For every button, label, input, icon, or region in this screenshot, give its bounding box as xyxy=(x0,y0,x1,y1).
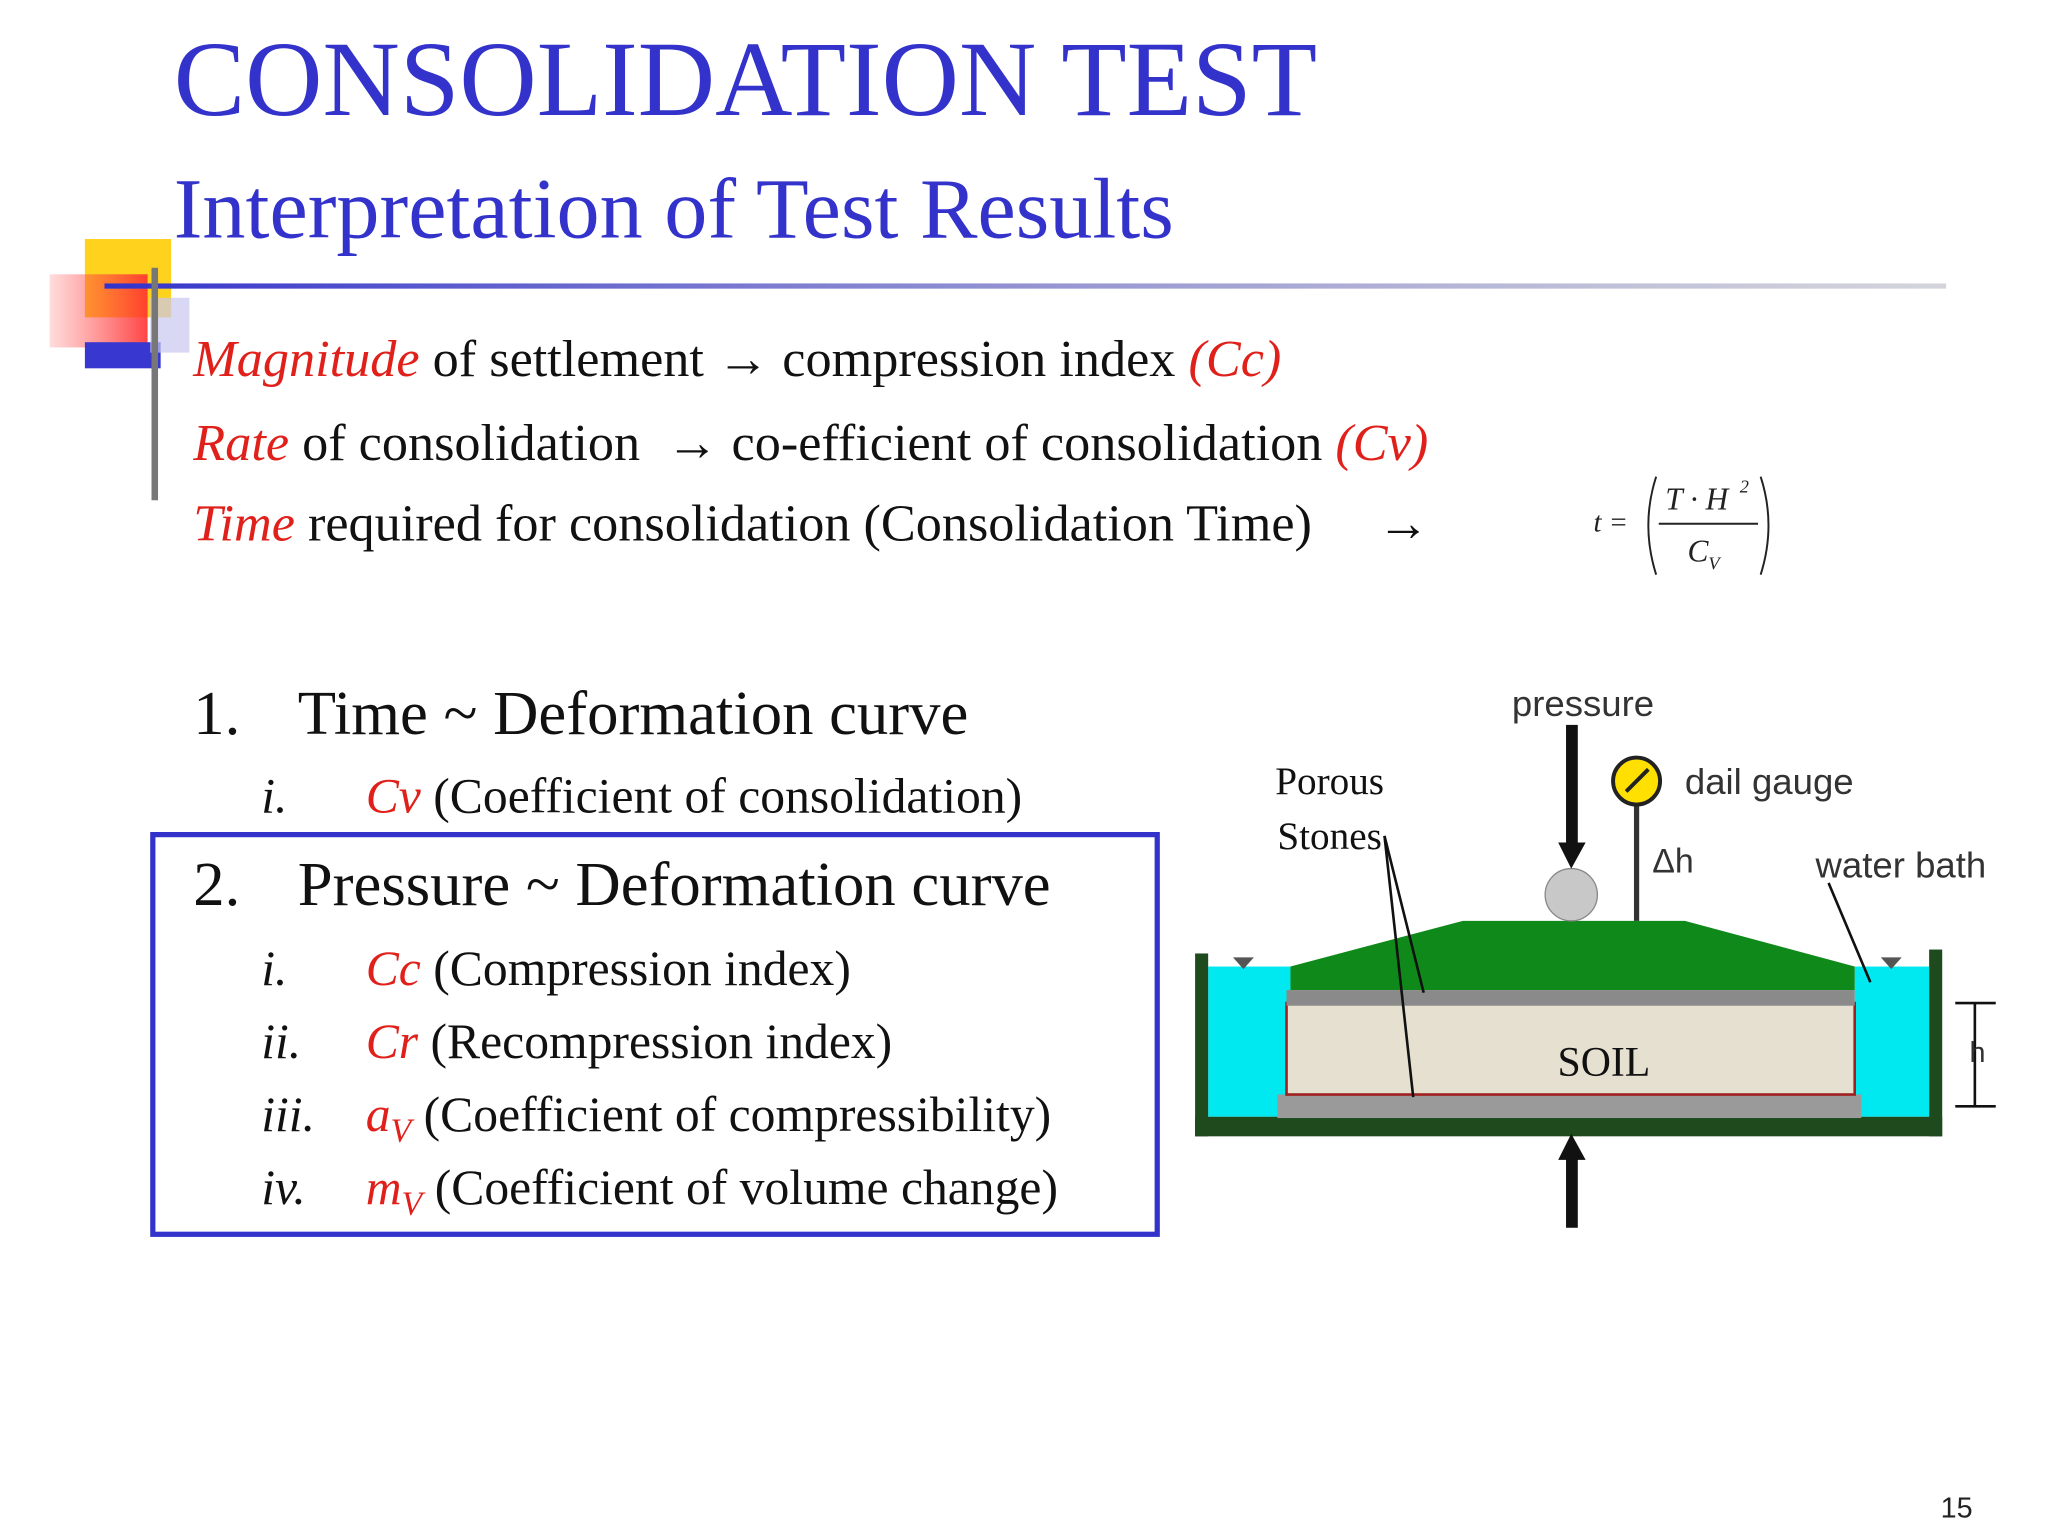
label: Δh xyxy=(1652,842,1694,880)
water-level xyxy=(1232,957,1254,970)
leader-line xyxy=(1827,882,1872,983)
pressure-arrow xyxy=(1566,724,1578,849)
bullet: Time required for consolidation (Consoli… xyxy=(193,495,1429,553)
bullets: Magnitude of settlement → compression in… xyxy=(192,330,1429,553)
symbol: a xyxy=(366,1087,391,1142)
sections: 1. Time ~ Deformation curve i. Cv (Coeff… xyxy=(193,678,1058,1223)
water xyxy=(1854,966,1930,1117)
bullet: Rate of consolidation → co-efficient of … xyxy=(192,414,1428,472)
symbol: Cr xyxy=(366,1014,419,1069)
tank-wall xyxy=(1195,953,1209,1137)
ball xyxy=(1544,867,1599,922)
section-title: Time ~ Deformation curve xyxy=(298,678,969,748)
formula: t = T · H 2 CV xyxy=(1593,476,1770,575)
term: Magnitude xyxy=(192,330,419,388)
numeral: ii. xyxy=(261,1014,301,1069)
symbol: (Cv) xyxy=(1335,414,1428,472)
arrowhead xyxy=(1558,842,1586,869)
numeral: i. xyxy=(261,768,287,823)
label: water bath xyxy=(1815,845,1987,886)
loading-cap xyxy=(1290,920,1855,991)
symbol: Cv xyxy=(366,768,422,823)
porous-stone-top xyxy=(1286,990,1855,1006)
item: Cv (Coefficient of consolidation) xyxy=(366,768,1022,823)
section-title: Pressure ~ Deformation curve xyxy=(298,849,1051,919)
item: aV (Coefficient of compressibility) xyxy=(366,1087,1051,1149)
numerator: T · H xyxy=(1665,481,1730,516)
label: pressure xyxy=(1512,683,1654,724)
paren xyxy=(1647,476,1658,575)
item-text: (Coefficient of consolidation) xyxy=(421,768,1022,823)
label: h xyxy=(1969,1037,1985,1069)
bullet-text: of settlement → compression index xyxy=(420,330,1189,388)
reaction-arrow xyxy=(1566,1155,1578,1228)
label: Stones xyxy=(1277,815,1381,858)
paren xyxy=(1759,476,1770,575)
oedometer-diagram: pressure dail gauge Δh water bath Porous… xyxy=(1195,683,1996,1228)
section-number: 2. xyxy=(193,849,240,919)
section-number: 1. xyxy=(193,678,240,748)
soil-sample xyxy=(1285,1001,1856,1096)
exponent: 2 xyxy=(1740,476,1749,496)
title: CONSOLIDATION TEST xyxy=(174,21,1317,139)
tank-wall xyxy=(1929,949,1943,1137)
item-text: (Recompression index) xyxy=(418,1014,892,1069)
label: SOIL xyxy=(1557,1040,1650,1086)
bullet-text: required for consolidation (Consolidatio… xyxy=(295,495,1430,553)
item-text: (Coefficient of volume change) xyxy=(422,1160,1058,1215)
item-text: (Coefficient of compressibility) xyxy=(411,1087,1051,1142)
arrowhead xyxy=(1558,1133,1586,1160)
title-rule xyxy=(104,283,1947,289)
item: Cc (Compression index) xyxy=(366,941,851,996)
symbol: (Cc) xyxy=(1188,330,1281,388)
water-level xyxy=(1880,957,1902,970)
water xyxy=(1208,966,1291,1117)
term: Time xyxy=(193,495,295,553)
subtitle: Interpretation of Test Results xyxy=(174,161,1174,257)
leader-line xyxy=(1383,835,1425,993)
formula-lhs: t = xyxy=(1593,507,1628,539)
term: Rate xyxy=(192,414,289,472)
bullet-text: of consolidation → co-efficient of conso… xyxy=(289,414,1335,472)
subscript: V xyxy=(402,1186,426,1223)
label: Porous xyxy=(1275,760,1384,803)
page-number: 15 xyxy=(1941,1493,1973,1525)
item: Cr (Recompression index) xyxy=(366,1014,893,1069)
deco-vertical xyxy=(151,267,159,501)
symbol: Cc xyxy=(366,941,421,996)
numeral: i. xyxy=(261,941,287,996)
tank-base xyxy=(1195,1116,1943,1137)
subscript: V xyxy=(391,1113,415,1150)
bullet: Magnitude of settlement → compression in… xyxy=(192,330,1281,388)
highlight-box xyxy=(150,831,1160,1237)
label: dail gauge xyxy=(1685,761,1854,802)
denominator: CV xyxy=(1688,534,1722,574)
porous-stone-bottom xyxy=(1277,1094,1862,1119)
denominator-symbol: C xyxy=(1688,534,1710,569)
denominator-subscript: V xyxy=(1708,553,1721,573)
gauge-needle xyxy=(1624,767,1650,793)
numeral: iii. xyxy=(261,1087,315,1142)
deco-blue xyxy=(84,342,161,369)
leader-line xyxy=(1383,835,1415,1098)
item: mV (Coefficient of volume change) xyxy=(366,1160,1058,1222)
symbol: m xyxy=(366,1160,402,1215)
item-text: (Compression index) xyxy=(421,941,851,996)
numeral: iv. xyxy=(261,1160,306,1215)
